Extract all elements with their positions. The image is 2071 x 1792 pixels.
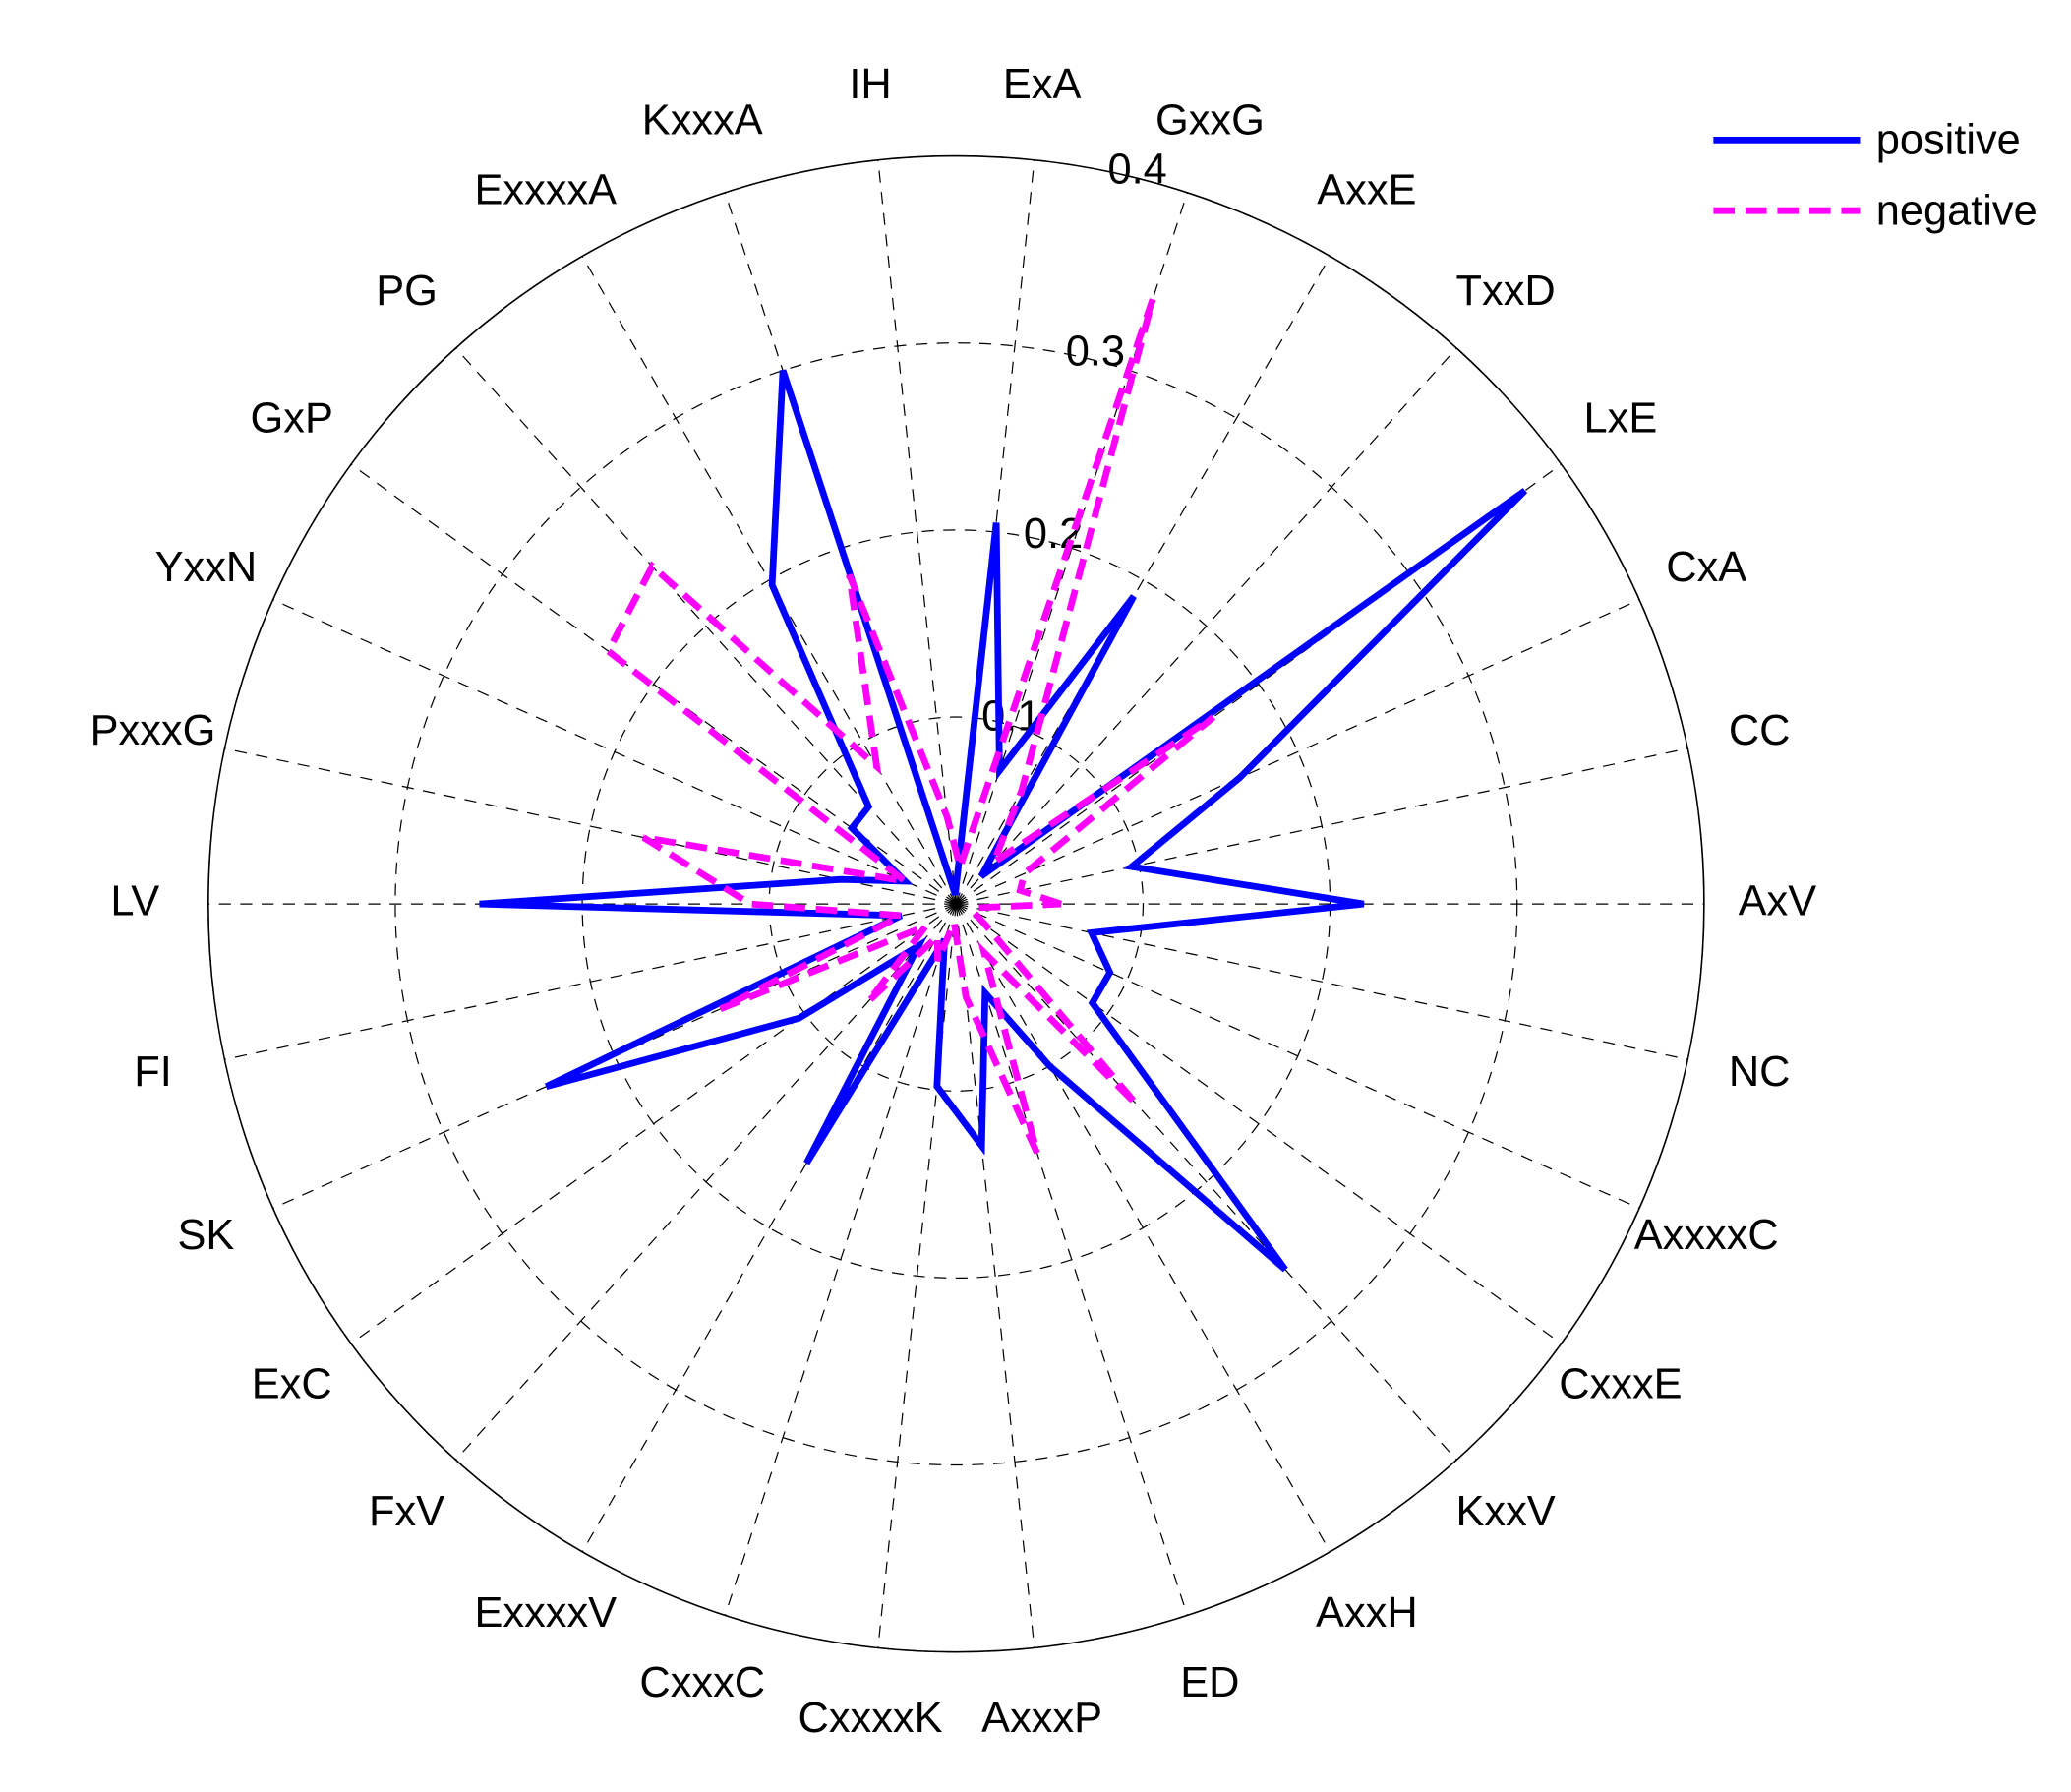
r-tick-label: 0.4 <box>1107 146 1166 193</box>
category-label: YxxN <box>155 544 258 591</box>
legend-label: negative <box>1876 187 2038 234</box>
category-label: FxV <box>369 1488 444 1535</box>
r-tick-label: 0.2 <box>1024 510 1083 558</box>
category-label: CC <box>1729 707 1791 754</box>
spoke <box>224 747 957 905</box>
category-label: KxxV <box>1455 1488 1555 1535</box>
category-label: AxxE <box>1317 166 1416 213</box>
category-label: FI <box>134 1048 172 1096</box>
spoke <box>581 903 957 1553</box>
category-label: GxxG <box>1155 96 1265 144</box>
category-label: AxxxP <box>981 1695 1102 1742</box>
series-line <box>479 369 1528 1273</box>
grid-ring <box>207 155 1705 1653</box>
spoke <box>956 903 1688 1060</box>
category-label: AxxxxC <box>1634 1212 1779 1259</box>
category-label: CxxxxK <box>799 1695 943 1742</box>
category-label: CxA <box>1666 544 1746 591</box>
category-label: ExxxxA <box>474 166 617 213</box>
legend: positive negative <box>1713 117 2038 234</box>
category-label: ExA <box>1003 61 1082 108</box>
grid-ring <box>394 342 1518 1466</box>
grid: AxV CC CxA LxE TxxD AxxE GxxG ExA IH KxxxA ExxxxA P… <box>90 61 1817 1742</box>
spoke <box>955 903 1457 1461</box>
category-label: AxV <box>1739 878 1817 926</box>
legend-label: positive <box>1876 117 2021 164</box>
category-label: PxxxG <box>90 707 216 754</box>
category-label: ED <box>1180 1659 1239 1706</box>
category-label: ExxxxV <box>474 1589 617 1637</box>
category-label: LxE <box>1584 395 1658 443</box>
category-label: CxxxC <box>639 1659 765 1706</box>
category-label: NC <box>1729 1048 1791 1096</box>
spoke <box>454 347 957 905</box>
series-line <box>604 298 1216 1155</box>
spoke <box>877 159 957 905</box>
category-label: LV <box>110 878 159 926</box>
spoke <box>955 904 1036 1648</box>
category-label: PG <box>376 268 438 315</box>
category-label: KxxxA <box>642 96 763 144</box>
category-label: GxP <box>251 395 333 443</box>
plot <box>479 298 1528 1273</box>
spoke <box>956 599 1640 905</box>
category-label: SK <box>178 1212 235 1259</box>
category-label: IH <box>849 61 891 108</box>
r-tick-label: 0.3 <box>1066 329 1125 376</box>
spoke <box>955 256 1331 905</box>
category-label: ExC <box>252 1360 332 1407</box>
category-label: AxxH <box>1316 1589 1418 1637</box>
category-label: CxxxE <box>1559 1360 1682 1407</box>
category-label: TxxD <box>1456 268 1556 315</box>
